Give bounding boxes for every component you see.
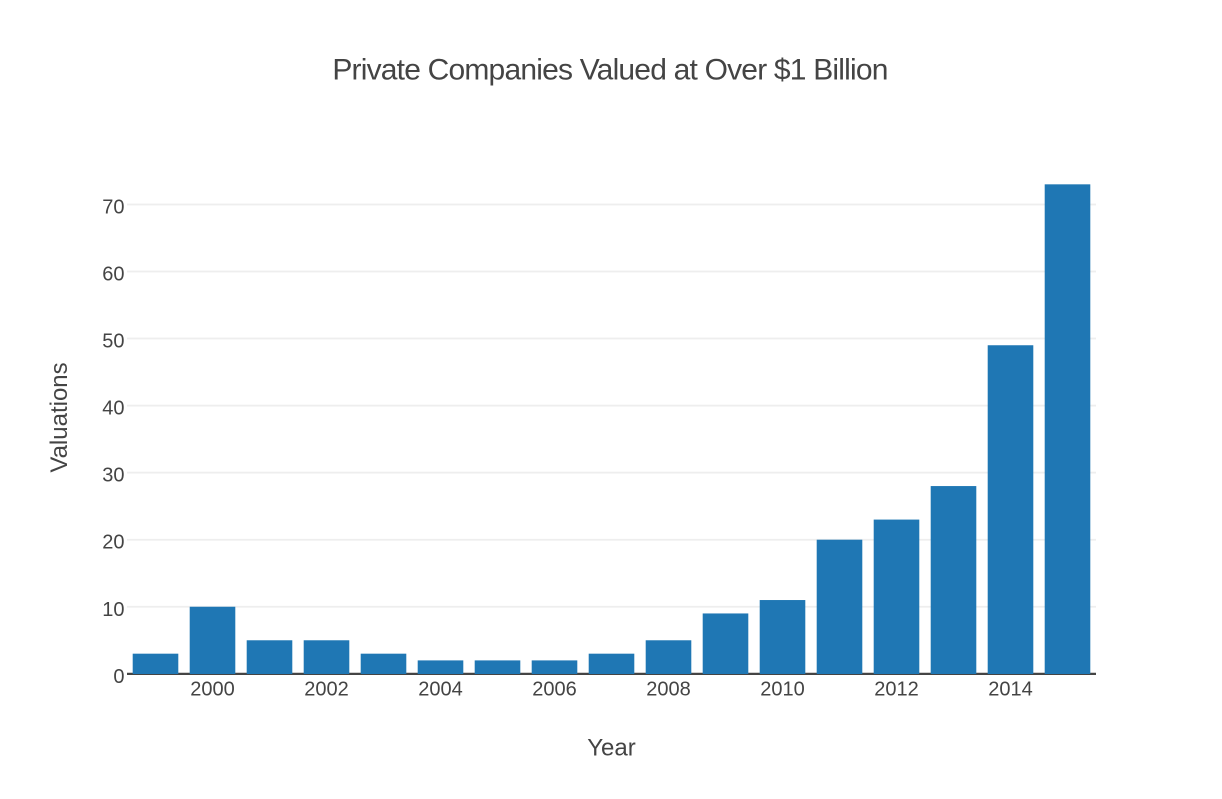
svg-text:Year: Year xyxy=(587,735,636,762)
svg-text:2012: 2012 xyxy=(874,679,919,701)
svg-text:Valuations: Valuations xyxy=(46,362,73,472)
svg-text:2004: 2004 xyxy=(418,679,463,701)
svg-text:20: 20 xyxy=(102,532,124,554)
svg-text:Private Companies Valued at Ov: Private Companies Valued at Over $1 Bill… xyxy=(332,54,887,87)
svg-text:2014: 2014 xyxy=(988,679,1033,701)
svg-text:2006: 2006 xyxy=(532,679,577,701)
svg-text:40: 40 xyxy=(102,398,124,420)
svg-text:60: 60 xyxy=(102,264,124,286)
svg-text:2008: 2008 xyxy=(646,679,691,701)
svg-text:70: 70 xyxy=(102,196,124,218)
svg-text:2002: 2002 xyxy=(304,679,349,701)
svg-text:30: 30 xyxy=(102,465,124,487)
svg-text:10: 10 xyxy=(102,599,124,621)
svg-text:50: 50 xyxy=(102,331,124,353)
svg-text:0: 0 xyxy=(113,666,124,688)
svg-text:2000: 2000 xyxy=(190,679,235,701)
svg-text:2010: 2010 xyxy=(760,679,805,701)
